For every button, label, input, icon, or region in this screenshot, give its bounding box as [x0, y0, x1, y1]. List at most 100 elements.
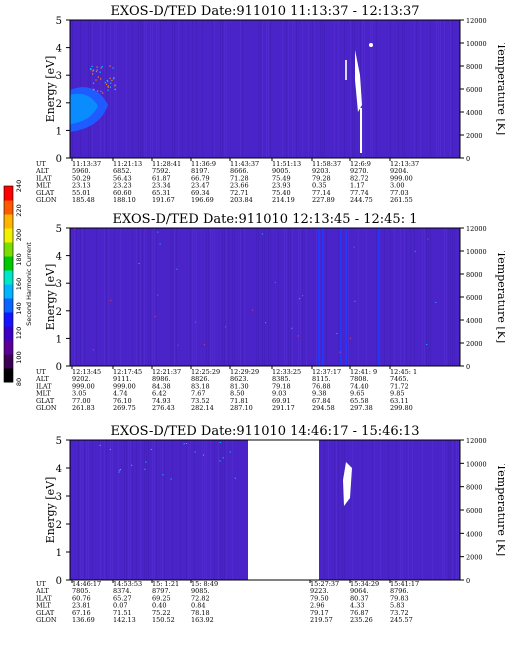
table-cell: 79.83 — [390, 594, 409, 602]
table-cell: 12:17:45 — [113, 368, 142, 376]
table-cell: 276.43 — [152, 404, 175, 412]
colorbar-tick-label: 200 — [15, 229, 23, 241]
y-tick-label: 4 — [56, 464, 62, 475]
colorbar-segment — [4, 200, 13, 215]
table-cell: 74.40 — [350, 382, 369, 390]
y2-tick-label: 2000 — [466, 132, 483, 140]
table-cell: 8115. — [312, 375, 331, 383]
spectrogram-texture — [74, 228, 455, 366]
table-cell: 69.91 — [272, 397, 291, 405]
table-cell: 82.72 — [350, 174, 369, 182]
ephemeris-table: UT 12:13:45 12:17:45 12:21:37 12:25:29 12:29:… — [35, 368, 417, 412]
table-cell: 65.31 — [152, 189, 171, 197]
table-cell: 8385. — [272, 375, 291, 383]
table-cell: 9.65 — [350, 390, 364, 398]
y2-tick-label: 0 — [466, 363, 470, 371]
row-label-glon: GLON — [36, 196, 57, 204]
colorbar-segment — [4, 354, 13, 369]
colorbar-segment — [4, 228, 13, 243]
table-cell: 78.18 — [191, 609, 210, 617]
row-label-alt: ALT — [35, 587, 49, 595]
table-cell: 8826. — [191, 375, 210, 383]
table-cell: 11:43:37 — [230, 160, 259, 168]
ephemeris-table: UT 11:13:37 11:21:13 11:28:41 11:36:9 11:43:3… — [35, 160, 419, 204]
colorbar-segment — [4, 368, 13, 383]
table-cell: 227.89 — [312, 196, 335, 204]
colorbar-tick-label: 80 — [15, 378, 23, 386]
y2-tick-label: 12000 — [466, 437, 487, 445]
table-cell: 2.96 — [310, 602, 324, 610]
table-cell: 65.27 — [113, 594, 132, 602]
y2-tick-label: 10000 — [466, 460, 487, 468]
bright-streaks — [74, 228, 437, 366]
colorbar-segment — [4, 242, 13, 257]
table-cell: 8797. — [152, 587, 171, 595]
table-cell: 11:51:13 — [272, 160, 301, 168]
table-cell: 61.87 — [152, 174, 171, 182]
y2-tick-label: 4000 — [466, 530, 483, 538]
table-cell: 4.74 — [113, 390, 127, 398]
table-cell: 9111. — [113, 375, 132, 383]
table-cell: 12:29:29 — [230, 368, 259, 376]
row-label-glat: GLAT — [36, 189, 55, 197]
colorbar-segment — [4, 312, 13, 327]
table-cell: 83.18 — [191, 382, 210, 390]
table-cell: 73.72 — [390, 609, 409, 617]
table-cell: 12:37:17 — [312, 368, 341, 376]
table-cell: 1.17 — [350, 182, 364, 190]
row-label-alt: ALT — [35, 375, 49, 383]
table-cell: 23.81 — [72, 602, 91, 610]
table-cell: 15:27:37 — [310, 580, 339, 588]
spectrogram-texture — [72, 20, 453, 158]
table-cell: 7808. — [350, 375, 369, 383]
table-cell: 3.05 — [72, 390, 86, 398]
table-cell: 74.93 — [152, 397, 171, 405]
table-cell: 7805. — [72, 587, 91, 595]
y-tick-label: 3 — [56, 492, 62, 503]
y2-tick-label: 10000 — [466, 40, 487, 48]
y2-tick-label: 2000 — [466, 554, 483, 562]
colorbar-frame — [3, 185, 14, 383]
table-cell: 23.93 — [272, 182, 291, 190]
y2-tick-label: 0 — [466, 577, 470, 585]
y2-tick-label: 12000 — [466, 225, 487, 233]
colorbar-segment — [4, 256, 13, 271]
table-cell: 67.16 — [72, 609, 91, 617]
table-cell: 12:21:37 — [152, 368, 181, 376]
table-cell: 76.88 — [312, 382, 331, 390]
colorbar-tick-label: 120 — [15, 327, 23, 339]
table-cell: 297.38 — [350, 404, 373, 412]
y2-tick-label: 6000 — [466, 294, 483, 302]
y-tick-label: 3 — [56, 71, 62, 82]
table-cell: 188.10 — [113, 196, 136, 204]
table-cell: 81.30 — [230, 382, 249, 390]
table-cell: 235.26 — [350, 616, 373, 624]
colorbar-tick-label: 220 — [15, 204, 23, 216]
table-cell: 299.80 — [390, 404, 413, 412]
y-axis-label: Energy [eV] — [44, 264, 57, 331]
table-cell: 5960. — [72, 167, 91, 175]
table-cell: 71.28 — [230, 174, 249, 182]
colorbar-segment — [4, 326, 13, 341]
table-cell: 60.76 — [72, 594, 91, 602]
table-cell: 9202. — [72, 375, 91, 383]
table-cell: 72.82 — [191, 594, 210, 602]
colorbar-segment — [4, 270, 13, 285]
table-cell: 77.14 — [312, 189, 331, 197]
ephemeris-table: UT 14:46:17 14:53:53 15: 1:21 15: 8:49 15:27:… — [35, 580, 419, 624]
table-cell: 287.10 — [230, 404, 253, 412]
table-cell: 7465. — [390, 375, 409, 383]
row-label-glat: GLAT — [36, 609, 55, 617]
table-cell: 9064. — [350, 587, 369, 595]
table-cell: 12:41: 9 — [350, 368, 377, 376]
panel-title: EXOS-D/TED Date:911010 11:13:37 - 12:13:… — [110, 4, 419, 19]
table-cell: 244.75 — [350, 196, 373, 204]
row-label-mlt: MLT — [36, 602, 51, 610]
table-cell: 77.74 — [350, 189, 369, 197]
table-cell: 15:41:17 — [390, 580, 419, 588]
y2-axis-label: Temperature [K] — [495, 251, 505, 343]
row-label-ilat: ILAT — [36, 594, 52, 602]
table-cell: 9.85 — [390, 390, 404, 398]
table-cell: 14:53:53 — [113, 580, 142, 588]
table-cell: 75.40 — [272, 189, 291, 197]
